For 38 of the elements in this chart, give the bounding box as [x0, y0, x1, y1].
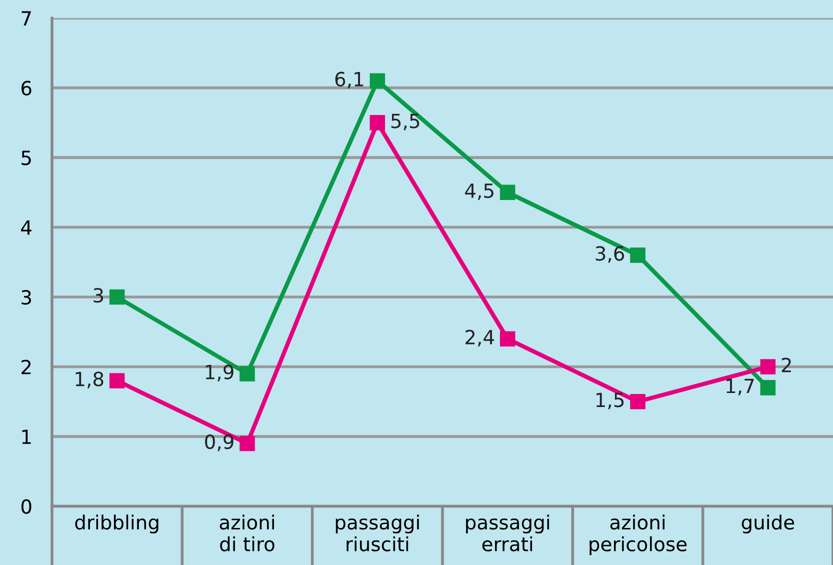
data-label: 1,7 [726, 378, 754, 396]
data-label: 1,9 [206, 364, 234, 382]
data-label: 4,5 [465, 184, 494, 200]
point [240, 436, 255, 452]
data-label: 6,1 [335, 72, 364, 88]
point [109, 373, 125, 388]
point [370, 73, 386, 88]
data-label: 5,5 [391, 114, 420, 130]
data-label: 2 [782, 358, 791, 372]
data-label: 3 [94, 288, 104, 303]
data-label: 2,4 [466, 330, 494, 346]
x-tick-label: dribbling [75, 514, 158, 534]
point [760, 359, 776, 374]
y-tick-label: 6 [22, 80, 32, 96]
point [760, 380, 776, 396]
y-tick-label: 0 [21, 499, 32, 514]
data-label: 1,5 [596, 392, 624, 410]
y-tick-label: 2 [22, 360, 31, 374]
x-tick-label: passaggi errati [466, 514, 550, 552]
x-tick-label: azioni di tiro [220, 514, 274, 552]
data-label: 3,6 [596, 246, 624, 263]
x-tick-label: passaggi riusciti [336, 514, 419, 552]
y-tick-label: 4 [21, 220, 32, 235]
point [500, 331, 516, 347]
y-tick-label: 5 [22, 150, 31, 166]
point [240, 366, 255, 382]
x-tick-label: azioni pericolose [590, 514, 687, 556]
point [500, 184, 516, 200]
point [109, 289, 125, 305]
y-tick-label: 7 [22, 11, 31, 26]
point [370, 115, 386, 130]
data-label: 0,9 [205, 434, 234, 452]
y-tick-label: 3 [22, 290, 31, 305]
data-label: 1,8 [76, 372, 104, 388]
point [630, 248, 646, 263]
y-tick-label: 1 [22, 430, 31, 444]
x-tick-label: guide [742, 514, 794, 534]
point [630, 394, 646, 410]
